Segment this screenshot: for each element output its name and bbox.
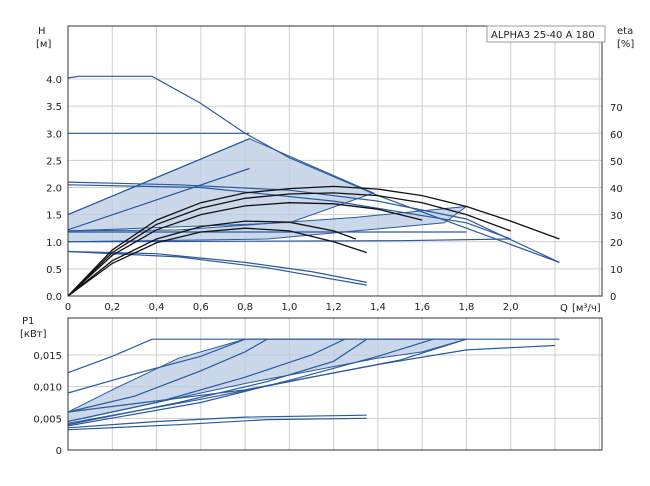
y-axis-label: H [38,26,46,37]
x-tick-label: 1,8 [459,302,475,313]
power-series-line-3 [67,338,345,423]
y-tick-label: 3.5 [46,102,62,113]
series-line-11 [67,192,511,297]
series-line-10 [67,185,560,297]
x-tick-label: 0,2 [104,302,120,313]
x-tick-label: 0,6 [193,302,209,313]
y-tick-label: 0.5 [46,265,62,276]
series-line-3 [67,184,511,240]
y-tick-label: 1.0 [46,238,62,249]
model-title-box [486,25,606,43]
y-tick-label: 1.5 [46,211,62,222]
series-line-9 [67,250,367,286]
p1-tick-label: 0,015 [33,351,62,362]
y2-tick-label: 30 [610,211,623,222]
x-tick-label: 0,8 [237,302,253,313]
x-tick-label: 2,0 [503,302,519,313]
power-series-line-8 [67,414,367,429]
power-panel-labels: 0 0,005 0,010 0,015 [33,351,62,457]
y2-axis-label: eta [617,26,633,37]
y-tick-label: 0.0 [46,292,62,303]
series-line-4 [67,138,250,216]
p1-tick-label: 0,005 [33,414,62,425]
x-tick-label: 1,0 [281,302,297,313]
series-line-14 [67,227,368,297]
series-line-7 [67,238,511,243]
y2-tick-label: 70 [610,103,623,114]
head-panel-labels: 0 0,2 0,4 0,6 0,8 1,0 1,2 1,4 1,6 1,8 2,0 0.0 0.5 1.0… [46,75,623,313]
series-line-0 [67,75,560,263]
power-panel-frame [67,317,603,451]
x-tick-label: 0,4 [149,302,165,313]
model-title: ALPHA3 25-40 A 180 [491,30,595,41]
series-line-2 [67,181,560,263]
y2-tick-label: 20 [610,238,623,249]
y-axis-unit: [м] [36,39,51,50]
y-tick-label: 4.0 [46,75,62,86]
y-tick-label: 2.0 [46,184,62,195]
y2-axis-unit: [%] [617,39,634,50]
series-line-12 [67,202,423,297]
p1-axis-label: P1 [22,316,34,327]
p1-tick-label: 0,010 [33,383,62,394]
power-series-line-1 [67,338,246,394]
power-panel-axes [67,317,603,451]
x-tick-label: 1,2 [326,302,342,313]
y2-tick-label: 0 [610,292,616,303]
power-panel-series [67,338,560,431]
power-series-line-2 [67,338,268,413]
power-series-line-0 [67,338,560,374]
y-tick-label: 3.0 [46,129,62,140]
series-line-13 [67,220,357,297]
p1-tick-label: 0 [56,446,62,457]
x-tick-label: 1,4 [370,302,386,313]
y-tick-label: 2.5 [46,156,62,167]
head-panel-series [67,75,560,297]
y2-tick-label: 10 [610,265,623,276]
x-axis-label: Q [560,303,568,314]
head-panel-frame [67,25,603,297]
series-line-5 [67,167,250,231]
p1-axis-unit: [кВт] [20,329,47,340]
x-axis-unit: [м³/ч] [572,303,601,314]
power-series-line-5 [67,338,434,427]
y2-tick-label: 40 [610,184,623,195]
power-series-line-9 [67,417,367,431]
x-tick-label: 0 [65,302,71,313]
x-tick-label: 1,6 [414,302,430,313]
shaded-area-proportional-pressure [67,138,375,232]
y2-tick-label: 50 [610,157,623,168]
y2-tick-label: 60 [610,130,623,141]
head-panel-axes [67,25,603,297]
power-series-line-7 [67,344,556,413]
